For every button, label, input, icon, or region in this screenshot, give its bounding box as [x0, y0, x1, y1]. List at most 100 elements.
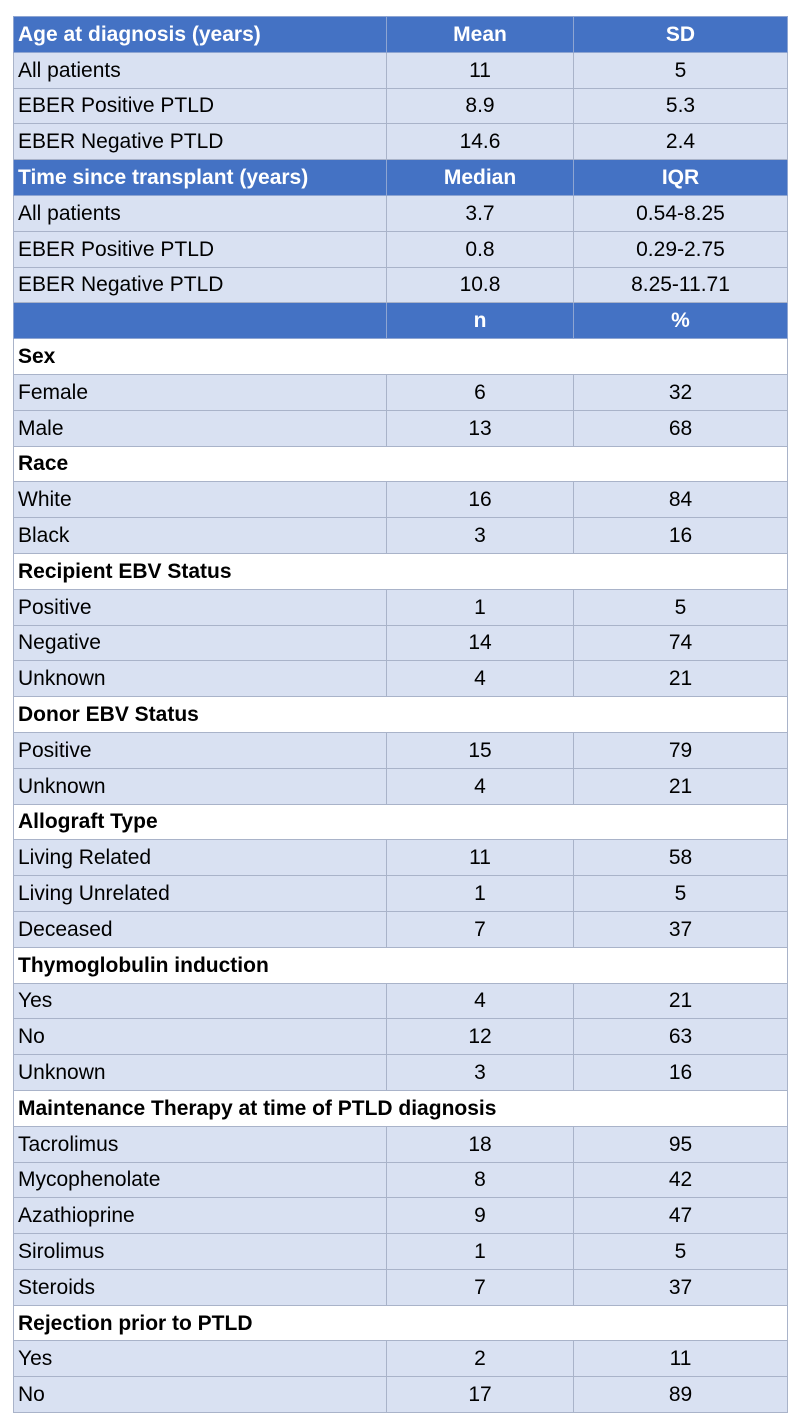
- row-value-2: 2.4: [573, 123, 788, 161]
- row-value-1: 18: [386, 1125, 574, 1163]
- section-row: Race: [13, 445, 788, 483]
- section-title: Maintenance Therapy at time of PTLD diag…: [13, 1089, 788, 1127]
- section-row: Sex: [13, 338, 788, 375]
- row-label: Black: [13, 517, 387, 554]
- row-value-2: 37: [573, 910, 788, 948]
- row-value-2: 5: [573, 588, 788, 626]
- row-label: Mycophenolate: [13, 1161, 387, 1199]
- row-value-1: 8: [386, 1161, 574, 1199]
- row-value-2: 84: [573, 481, 788, 519]
- table-row: Positive 1 5: [13, 588, 788, 626]
- header-row: Age at diagnosis (years) Mean SD: [13, 16, 788, 53]
- table-row: Living Related 11 58: [13, 839, 788, 877]
- row-label: All patients: [13, 194, 387, 232]
- row-label: Sirolimus: [13, 1233, 387, 1270]
- row-value-1: 3: [386, 1054, 574, 1091]
- table-row: Yes 2 11: [13, 1340, 788, 1378]
- row-value-1: 4: [386, 767, 574, 805]
- table-row: Negative 14 74: [13, 624, 788, 662]
- table-row: Black 3 16: [13, 517, 788, 554]
- row-value-2: 5: [573, 875, 788, 912]
- row-value-2: 21: [573, 767, 788, 805]
- table-row: Sirolimus 1 5: [13, 1233, 788, 1270]
- row-value-2: 21: [573, 660, 788, 698]
- row-value-1: 1: [386, 1233, 574, 1270]
- row-value-1: 10.8: [386, 266, 574, 304]
- row-label: Positive: [13, 731, 387, 769]
- row-label: White: [13, 481, 387, 519]
- row-value-2: 58: [573, 839, 788, 877]
- section-row: Maintenance Therapy at time of PTLD diag…: [13, 1089, 788, 1127]
- row-label: Negative: [13, 624, 387, 662]
- row-value-1: 8.9: [386, 87, 574, 125]
- row-value-2: 21: [573, 982, 788, 1020]
- row-value-2: 16: [573, 1054, 788, 1091]
- table-row: EBER Positive PTLD 8.9 5.3: [13, 87, 788, 125]
- row-value-2: 95: [573, 1125, 788, 1163]
- table-row: Positive 15 79: [13, 731, 788, 769]
- row-value-2: 89: [573, 1376, 788, 1414]
- row-label: No: [13, 1376, 387, 1414]
- table-row: Living Unrelated 1 5: [13, 875, 788, 912]
- row-value-2: 8.25-11.71: [573, 266, 788, 304]
- row-value-1: 3: [386, 517, 574, 554]
- section-title: Sex: [13, 338, 788, 375]
- table-row: Mycophenolate 8 42: [13, 1161, 788, 1199]
- patient-characteristics-table: Age at diagnosis (years) Mean SD All patien…: [13, 16, 788, 1414]
- header-col2: Mean: [386, 16, 574, 53]
- row-value-1: 1: [386, 588, 574, 626]
- row-label: Unknown: [13, 660, 387, 698]
- section-title: Allograft Type: [13, 803, 788, 841]
- row-value-1: 16: [386, 481, 574, 519]
- table-row: Unknown 3 16: [13, 1054, 788, 1091]
- row-value-1: 0.8: [386, 230, 574, 268]
- row-label: Yes: [13, 982, 387, 1020]
- row-value-2: 5: [573, 1233, 788, 1270]
- header-col2: Median: [386, 159, 574, 196]
- row-value-2: 79: [573, 731, 788, 769]
- table-row: Unknown 4 21: [13, 660, 788, 698]
- row-value-2: 5: [573, 51, 788, 89]
- row-label: No: [13, 1018, 387, 1056]
- header-label: Age at diagnosis (years): [13, 16, 387, 53]
- header-row: n%: [13, 302, 788, 340]
- table-row: No 12 63: [13, 1018, 788, 1056]
- row-value-2: 11: [573, 1340, 788, 1378]
- table-row: Male 13 68: [13, 409, 788, 447]
- row-value-2: 68: [573, 409, 788, 447]
- section-title: Race: [13, 445, 788, 483]
- table-row: EBER Positive PTLD 0.8 0.29-2.75: [13, 230, 788, 268]
- row-value-2: 42: [573, 1161, 788, 1199]
- row-label: Yes: [13, 1340, 387, 1378]
- row-value-1: 7: [386, 1268, 574, 1306]
- row-value-1: 7: [386, 910, 574, 948]
- row-value-1: 15: [386, 731, 574, 769]
- row-label: Deceased: [13, 910, 387, 948]
- row-value-1: 13: [386, 409, 574, 447]
- table-row: Deceased 7 37: [13, 910, 788, 948]
- row-value-1: 6: [386, 373, 574, 411]
- row-value-1: 9: [386, 1197, 574, 1235]
- row-label: Living Related: [13, 839, 387, 877]
- row-value-1: 17: [386, 1376, 574, 1414]
- row-value-1: 14.6: [386, 123, 574, 161]
- row-value-1: 14: [386, 624, 574, 662]
- row-label: Male: [13, 409, 387, 447]
- table-row: Unknown 4 21: [13, 767, 788, 805]
- row-label: Steroids: [13, 1268, 387, 1306]
- section-row: Recipient EBV Status: [13, 552, 788, 590]
- table-row: Yes 4 21: [13, 982, 788, 1020]
- row-value-2: 37: [573, 1268, 788, 1306]
- row-value-1: 2: [386, 1340, 574, 1378]
- row-label: EBER Negative PTLD: [13, 123, 387, 161]
- row-label: Living Unrelated: [13, 875, 387, 912]
- header-col3: IQR: [573, 159, 788, 196]
- header-label: Time since transplant (years): [13, 159, 387, 196]
- row-value-1: 4: [386, 660, 574, 698]
- row-label: Azathioprine: [13, 1197, 387, 1235]
- section-row: Donor EBV Status: [13, 696, 788, 733]
- table-row: EBER Negative PTLD 14.6 2.4: [13, 123, 788, 161]
- table-row: All patients 3.7 0.54-8.25: [13, 194, 788, 232]
- row-value-2: 0.29-2.75: [573, 230, 788, 268]
